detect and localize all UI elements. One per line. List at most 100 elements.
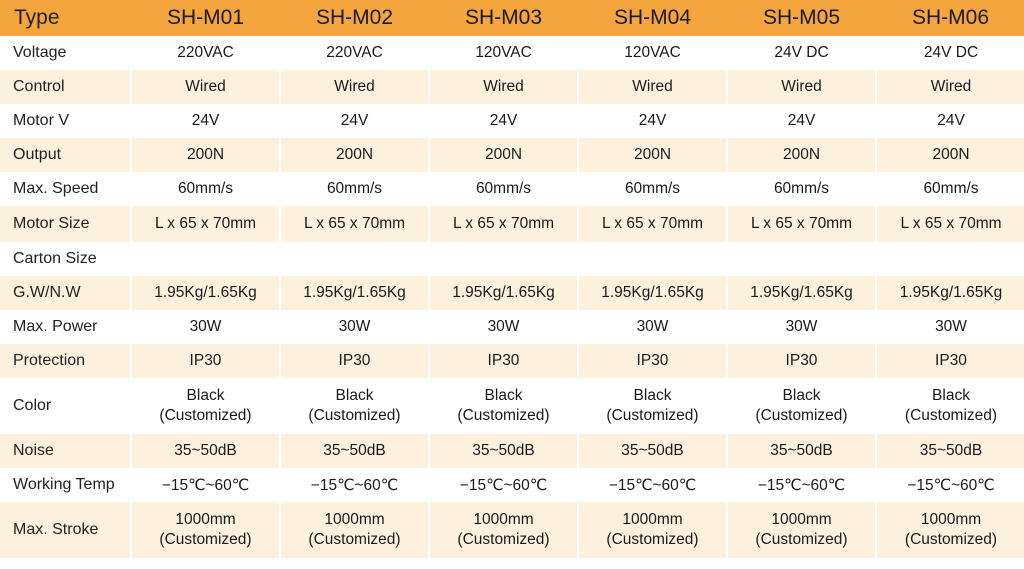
table-cell: IP30 [131, 344, 281, 378]
row-max-power: Max. Power 30W 30W 30W 30W 30W 30W [0, 310, 1024, 344]
row-label: Output [0, 138, 132, 172]
cell-line: 1000mm [622, 511, 683, 528]
table-cell: 200N [131, 138, 281, 172]
table-cell: 24V DC [876, 36, 1024, 70]
table-cell: 200N [727, 138, 877, 172]
table-cell: 1.95Kg/1.65Kg [280, 276, 430, 310]
cell-line: (Customized) [755, 531, 848, 548]
model-header: SH-M06 [876, 0, 1024, 36]
row-label: Max. Speed [0, 172, 132, 206]
cell-line: (Customized) [457, 531, 550, 548]
table-cell: Wired [876, 70, 1024, 104]
row-protection: Protection IP30 IP30 IP30 IP30 IP30 IP30 [0, 344, 1024, 378]
table-cell: IP30 [578, 344, 728, 378]
row-working-temp: Working Temp −15℃~60℃ −15℃~60℃ −15℃~60℃ … [0, 468, 1024, 502]
cell-line: 1000mm [473, 511, 534, 528]
table-cell: 35~50dB [876, 434, 1024, 468]
table-cell: 1.95Kg/1.65Kg [131, 276, 281, 310]
table-cell [131, 242, 281, 276]
table-cell: 1000mm (Customized) [280, 502, 430, 558]
table-cell: 1000mm (Customized) [876, 502, 1024, 558]
table-cell: Wired [578, 70, 728, 104]
table-cell: IP30 [280, 344, 430, 378]
row-label: Voltage [0, 36, 132, 70]
table-cell: 35~50dB [727, 434, 877, 468]
table-cell: 1.95Kg/1.65Kg [429, 276, 579, 310]
table-cell: 24V [578, 104, 728, 138]
row-label: Protection [0, 344, 132, 378]
row-label: Max. Stroke [0, 502, 132, 558]
row-label: Control [0, 70, 132, 104]
row-max-speed: Max. Speed 60mm/s 60mm/s 60mm/s 60mm/s 6… [0, 172, 1024, 206]
table-cell: 1.95Kg/1.65Kg [727, 276, 877, 310]
cell-line: 1000mm [324, 511, 385, 528]
table-cell: 120VAC [429, 36, 579, 70]
table-cell: Black (Customized) [131, 378, 281, 434]
table-cell: 60mm/s [429, 172, 579, 206]
table-cell: Wired [727, 70, 877, 104]
table-cell: 24V [280, 104, 430, 138]
table-cell: 1000mm (Customized) [727, 502, 877, 558]
cell-line: Black [932, 387, 970, 404]
table-cell: 220VAC [280, 36, 430, 70]
table-cell: 30W [876, 310, 1024, 344]
cell-line: (Customized) [904, 407, 998, 424]
table-cell: L x 65 x 70mm [429, 206, 579, 242]
table-cell: 24V [727, 104, 877, 138]
row-label: Color [0, 378, 132, 434]
table-cell: 24V DC [727, 36, 877, 70]
row-label: Motor Size [0, 206, 132, 242]
model-header: SH-M01 [131, 0, 280, 36]
table-cell: 1.95Kg/1.65Kg [876, 276, 1024, 310]
table-cell: 1000mm (Customized) [131, 502, 281, 558]
row-max-stroke: Max. Stroke 1000mm (Customized) 1000mm (Cu… [0, 502, 1024, 558]
header-row: Type SH-M01 SH-M02 SH-M03 SH-M04 SH-M05 … [0, 0, 1024, 36]
table-cell: IP30 [429, 344, 579, 378]
table-cell: L x 65 x 70mm [578, 206, 728, 242]
table-cell: 200N [578, 138, 728, 172]
row-label: Motor V [0, 104, 132, 138]
table-cell: 24V [131, 104, 281, 138]
table-cell [280, 242, 430, 276]
table-cell: 60mm/s [280, 172, 430, 206]
table-cell: Black (Customized) [727, 378, 877, 434]
table-cell: 24V [876, 104, 1024, 138]
table-cell: 60mm/s [727, 172, 877, 206]
table-cell: 1000mm (Customized) [429, 502, 579, 558]
table-cell: Black (Customized) [429, 378, 579, 434]
cell-line: Black [335, 387, 374, 404]
table-cell: 30W [131, 310, 281, 344]
table-cell: 60mm/s [131, 172, 281, 206]
model-header: SH-M02 [280, 0, 429, 36]
table-cell: 24V [429, 104, 579, 138]
row-motor-v: Motor V 24V 24V 24V 24V 24V 24V [0, 104, 1024, 138]
table-cell: 30W [727, 310, 877, 344]
table-cell: 200N [429, 138, 579, 172]
table-cell [429, 242, 579, 276]
header-type-label: Type [0, 0, 131, 36]
table-cell: 200N [280, 138, 430, 172]
table-cell: 35~50dB [280, 434, 430, 468]
table-cell: IP30 [727, 344, 877, 378]
table-cell: Black (Customized) [280, 378, 430, 434]
table-cell: IP30 [876, 344, 1024, 378]
table-cell: L x 65 x 70mm [280, 206, 430, 242]
cell-line: 1000mm [920, 511, 982, 528]
table-cell: 220VAC [131, 36, 281, 70]
table-cell: 35~50dB [131, 434, 281, 468]
table-cell: 30W [280, 310, 430, 344]
row-label: Working Temp [0, 468, 132, 502]
cell-line: (Customized) [159, 531, 252, 548]
table-cell [876, 242, 1024, 276]
row-label: G.W/N.W [0, 276, 132, 310]
table-cell: 30W [429, 310, 579, 344]
row-motor-size: Motor Size L x 65 x 70mm L x 65 x 70mm L… [0, 206, 1024, 242]
table-cell: Black (Customized) [876, 378, 1024, 434]
row-output: Output 200N 200N 200N 200N 200N 200N [0, 138, 1024, 172]
cell-line: (Customized) [755, 407, 848, 424]
table-cell: 60mm/s [876, 172, 1024, 206]
row-label: Carton Size [0, 242, 132, 276]
model-header: SH-M04 [578, 0, 727, 36]
table-cell: 60mm/s [578, 172, 728, 206]
cell-line: (Customized) [904, 531, 998, 548]
